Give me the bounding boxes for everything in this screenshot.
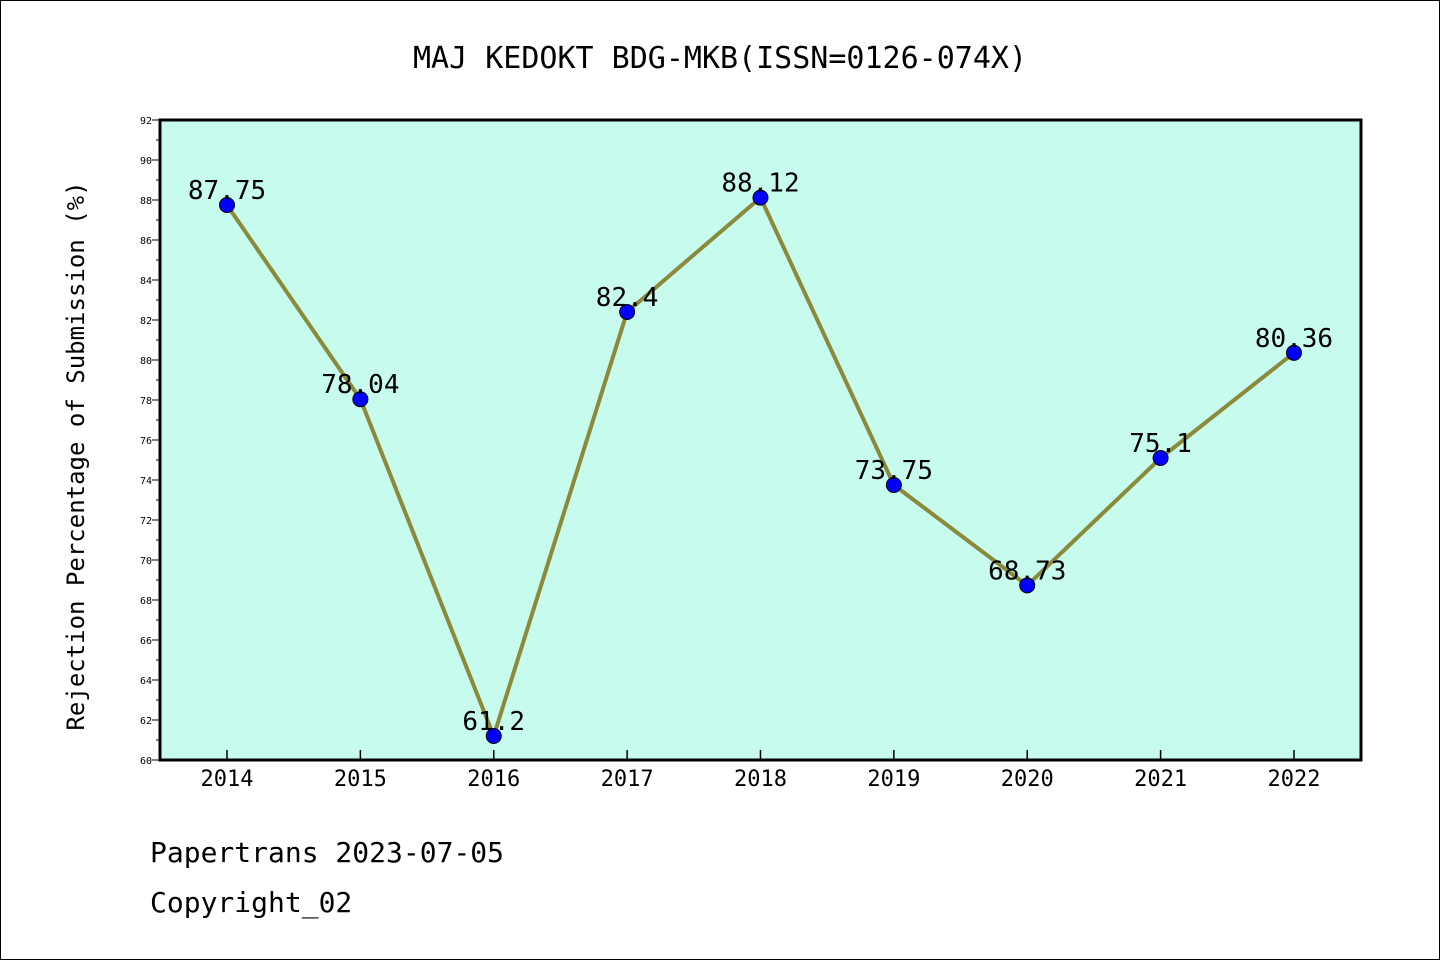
y-tick-label: 78 xyxy=(140,396,152,407)
data-point xyxy=(1152,450,1169,466)
x-tick-label: 2020 xyxy=(1001,767,1054,792)
data-point xyxy=(619,304,636,320)
x-tick-label: 2018 xyxy=(734,767,787,792)
plot-border xyxy=(158,118,1363,762)
y-tick-label: 90 xyxy=(140,156,152,167)
x-tick-label: 2019 xyxy=(867,767,920,792)
data-point xyxy=(1019,577,1036,594)
data-point xyxy=(485,728,502,744)
axis-ticks: 60 62 64 66 68 70 72 74 76 78 80 82 84 86 88 90 92 2014 20… xyxy=(140,116,1320,792)
data-label: 78.04 xyxy=(321,370,399,400)
x-tick-label: 2016 xyxy=(467,767,520,792)
chart-title: MAJ KEDOKT BDG-MKB(ISSN=0126-074X) xyxy=(413,41,1027,76)
plot-area xyxy=(160,120,1361,760)
y-tick-label: 62 xyxy=(140,716,152,727)
y-tick-label: 74 xyxy=(140,476,152,487)
series-layer xyxy=(219,189,1302,744)
data-label: 88.12 xyxy=(721,169,799,199)
y-tick-label: 80 xyxy=(140,356,152,367)
y-tick-label: 82 xyxy=(140,316,152,327)
data-point xyxy=(219,197,235,213)
data-label: 80.36 xyxy=(1255,324,1333,354)
data-point xyxy=(885,477,902,493)
x-tick-label: 2014 xyxy=(201,767,254,792)
x-tick-label: 2022 xyxy=(1267,767,1320,792)
x-tick-label: 2017 xyxy=(601,767,654,792)
data-label: 75.1 xyxy=(1129,429,1192,459)
y-tick-label: 88 xyxy=(140,196,152,207)
y-tick-label: 84 xyxy=(140,276,152,287)
y-tick-label: 70 xyxy=(140,556,152,567)
y-tick-label: 60 xyxy=(140,756,152,767)
footer-date: Papertrans 2023-07-05 xyxy=(150,836,505,869)
data-point xyxy=(1285,344,1302,361)
data-point xyxy=(752,189,769,206)
data-label: 87.75 xyxy=(188,176,266,206)
data-label: 61.2 xyxy=(462,707,525,737)
y-tick-label: 66 xyxy=(140,636,152,647)
data-label: 82.4 xyxy=(596,283,659,313)
y-tick-label: 72 xyxy=(140,516,152,527)
footer-copyright: Copyright_02 xyxy=(150,886,353,919)
y-tick-label: 92 xyxy=(140,116,152,127)
y-tick-label: 68 xyxy=(140,596,152,607)
y-tick-label: 64 xyxy=(140,676,152,687)
data-label: 68.73 xyxy=(988,556,1066,586)
data-point xyxy=(352,391,369,408)
y-tick-label: 86 xyxy=(140,236,152,247)
data-labels: 87.75 78.04 61.2 82.4 88.12 73.75 68.73 75.1 80.… xyxy=(188,169,1333,737)
y-tick-label: 76 xyxy=(140,436,152,447)
data-label: 73.75 xyxy=(855,456,933,486)
x-tick-label: 2021 xyxy=(1134,767,1187,792)
y-axis-label: Rejection Percentage of Submission (%) xyxy=(62,181,90,730)
x-tick-label: 2015 xyxy=(334,767,387,792)
